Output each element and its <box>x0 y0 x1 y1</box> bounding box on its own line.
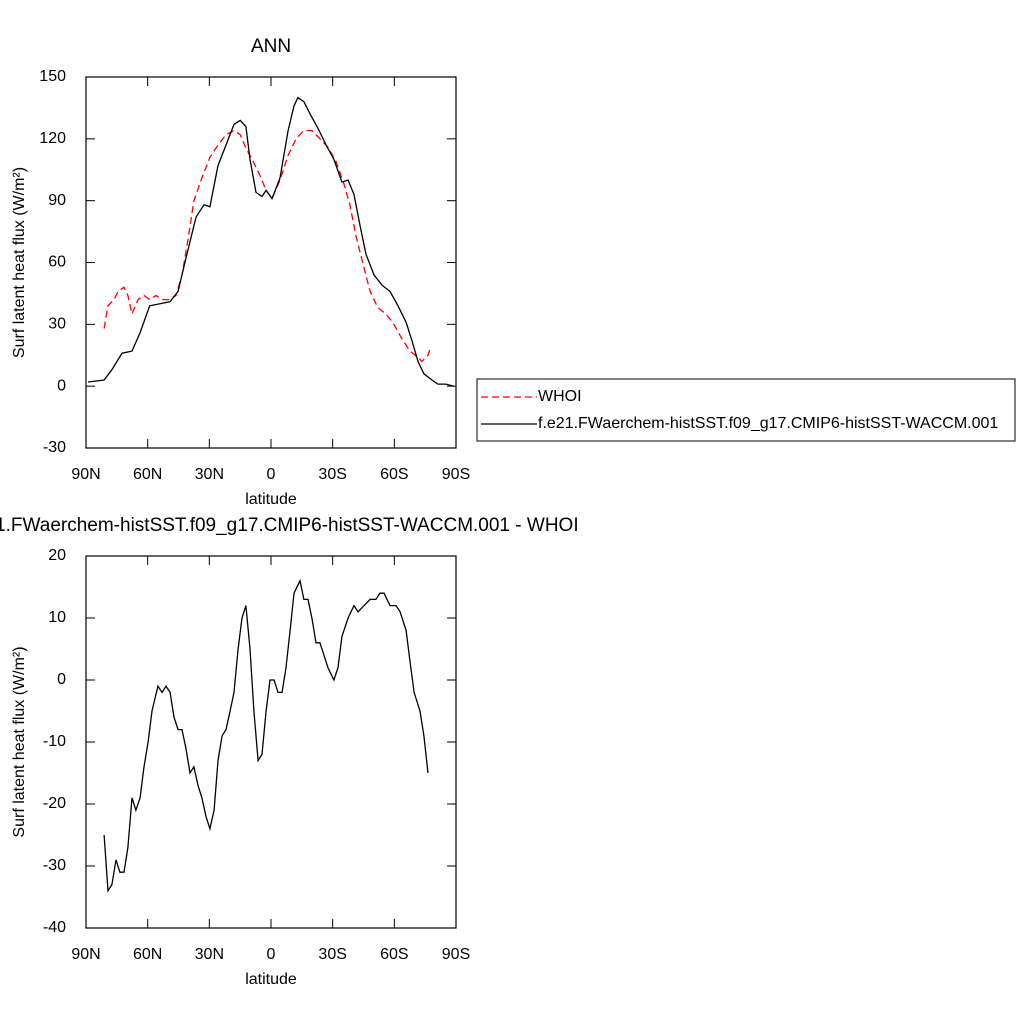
x-tick-label: 30N <box>195 946 224 963</box>
y-tick-label: -20 <box>43 795 66 812</box>
y-tick-label: -40 <box>43 919 66 936</box>
y-tick-label: -30 <box>43 857 66 874</box>
data-line <box>103 578 429 893</box>
x-tick-label: 90N <box>71 466 100 483</box>
plot-frame <box>85 76 457 449</box>
x-tick-label: 0 <box>267 466 276 483</box>
y-axis-label: Surf latent heat flux (W/m²) <box>11 167 28 358</box>
x-tick-label: 90N <box>71 946 100 963</box>
y-tick-label: -10 <box>43 733 66 750</box>
chart-title: f.e21.FWaerchem-histSST.f09_g17.CMIP6-hi… <box>0 515 579 536</box>
x-tick-label: 60N <box>133 946 162 963</box>
legend-label: f.e21.FWaerchem-histSST.f09_g17.CMIP6-hi… <box>538 415 998 432</box>
x-tick-label: 30S <box>318 946 346 963</box>
x-tick-label: 90S <box>442 946 470 963</box>
legend-box <box>476 378 1016 442</box>
x-tick-label: 30N <box>195 466 224 483</box>
plot-frame <box>85 555 457 929</box>
x-axis-label: latitude <box>245 971 297 988</box>
x-axis-label: latitude <box>245 491 297 508</box>
legend-label: WHOI <box>538 388 582 405</box>
y-tick-label: 20 <box>48 547 66 564</box>
y-tick-label: -30 <box>43 439 66 456</box>
x-tick-label: 60S <box>380 466 408 483</box>
y-tick-label: 90 <box>48 192 66 209</box>
x-tick-label: 0 <box>267 946 276 963</box>
x-tick-label: 60S <box>380 946 408 963</box>
y-tick-label: 150 <box>39 68 66 85</box>
y-tick-label: 10 <box>48 609 66 626</box>
x-tick-label: 60N <box>133 466 162 483</box>
data-line <box>88 96 455 387</box>
data-line <box>103 129 431 363</box>
y-tick-label: 0 <box>57 377 66 394</box>
y-tick-label: 0 <box>57 671 66 688</box>
y-tick-label: 120 <box>39 130 66 147</box>
y-axis-label: Surf latent heat flux (W/m²) <box>11 646 28 837</box>
chart-title: ANN <box>251 36 291 57</box>
x-tick-label: 30S <box>318 466 346 483</box>
y-tick-label: 30 <box>48 316 66 333</box>
y-tick-label: 60 <box>48 254 66 271</box>
x-tick-label: 90S <box>442 466 470 483</box>
